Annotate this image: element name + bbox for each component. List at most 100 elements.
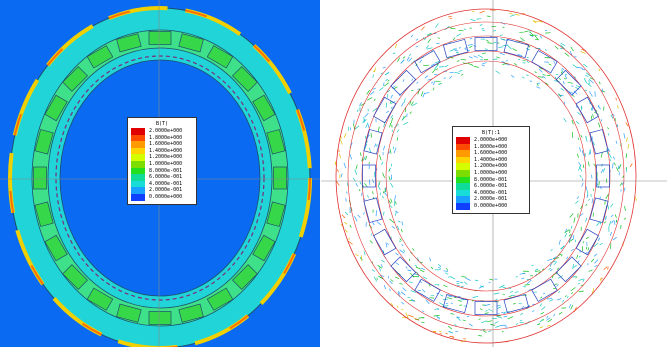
field-vector <box>424 91 430 94</box>
field-vector <box>577 260 580 263</box>
field-vector <box>372 74 375 78</box>
field-vector <box>415 38 419 41</box>
magnet-block <box>363 197 383 223</box>
magnet-block <box>62 66 88 92</box>
field-vector <box>448 330 453 334</box>
field-vector <box>411 89 414 92</box>
field-vector <box>485 309 488 312</box>
magnet-block <box>266 201 286 227</box>
field-vector <box>575 85 581 88</box>
field-vector <box>548 63 552 66</box>
field-vector <box>378 267 381 272</box>
magnet-block <box>232 66 258 92</box>
legend-swatch <box>456 176 470 184</box>
field-vector <box>437 266 441 269</box>
field-vector <box>371 191 374 195</box>
field-vector <box>377 126 380 133</box>
field-vector <box>390 279 394 282</box>
field-vector <box>373 98 376 101</box>
field-vector <box>593 163 597 169</box>
field-vector <box>496 313 500 315</box>
field-vector <box>607 127 610 130</box>
field-vector <box>392 52 396 54</box>
field-vector <box>437 37 441 39</box>
field-vector <box>613 220 616 225</box>
field-vector <box>382 145 386 151</box>
field-vector <box>343 132 347 138</box>
field-vector <box>445 272 448 275</box>
field-vector <box>578 166 583 172</box>
field-vector <box>395 252 399 256</box>
field-vector <box>602 168 606 173</box>
field-vector <box>621 181 625 186</box>
field-vector <box>526 279 532 285</box>
field-vector <box>450 276 456 280</box>
field-vector <box>593 242 599 247</box>
field-vector <box>526 60 530 64</box>
field-vector <box>473 66 479 68</box>
legend-label: 1.8000e+000 <box>474 143 508 150</box>
field-vector <box>381 161 384 165</box>
legend-swatch <box>456 156 470 164</box>
magnet-block <box>232 264 258 290</box>
field-vector <box>553 60 556 64</box>
legend-swatch <box>131 167 145 175</box>
field-vector <box>468 56 473 59</box>
field-vector <box>374 143 377 148</box>
field-vector <box>558 94 564 97</box>
field-vector <box>582 164 585 168</box>
field-vector <box>399 238 402 241</box>
field-vector <box>488 330 492 333</box>
field-vector <box>477 54 483 59</box>
field-vector <box>586 194 588 198</box>
field-vector <box>537 323 541 326</box>
field-vector <box>422 289 426 293</box>
magnet-block <box>86 287 114 311</box>
field-vector <box>455 330 459 333</box>
field-vector <box>551 275 554 279</box>
field-vector <box>509 290 514 293</box>
legend-swatch <box>131 160 145 168</box>
field-vector <box>376 221 382 226</box>
legend-row: 4.0000e-001 <box>131 180 193 188</box>
field-vector <box>472 296 479 298</box>
legend-row: 8.0000e-001 <box>456 176 526 184</box>
legend-label: 2.0000e-001 <box>149 187 183 194</box>
field-vector <box>381 195 384 199</box>
magnet-block <box>62 264 88 290</box>
magnet-block <box>531 278 558 302</box>
field-vector <box>459 281 464 284</box>
field-vector <box>389 149 392 154</box>
field-vector <box>524 284 530 286</box>
field-vector <box>433 315 440 317</box>
legend-row: 8.0000e-001 <box>131 167 193 175</box>
field-vector <box>572 64 578 69</box>
field-vector <box>465 277 471 281</box>
field-vector <box>394 123 399 128</box>
field-vector <box>398 290 401 295</box>
legend-label: 0.0000e+000 <box>149 193 183 200</box>
field-vector <box>469 45 473 49</box>
field-vector <box>427 78 433 81</box>
field-vector <box>542 75 546 79</box>
field-vector <box>609 231 612 237</box>
magnet-block <box>474 301 498 315</box>
field-vector <box>463 281 468 285</box>
field-vector <box>550 249 553 251</box>
field-vector <box>495 325 501 328</box>
field-vector <box>499 34 503 37</box>
field-vector <box>585 217 588 222</box>
legend-swatch <box>456 202 470 210</box>
field-vector <box>596 221 600 227</box>
field-vector <box>345 191 348 194</box>
field-vector <box>590 258 595 263</box>
field-vector <box>339 139 343 145</box>
field-vector <box>538 68 543 73</box>
magnet-block <box>266 129 286 155</box>
field-vector <box>383 82 389 87</box>
field-vector <box>570 225 573 229</box>
field-vector <box>576 153 579 158</box>
field-vector <box>544 48 547 52</box>
magnet-block <box>575 96 599 124</box>
field-vector <box>354 169 358 175</box>
